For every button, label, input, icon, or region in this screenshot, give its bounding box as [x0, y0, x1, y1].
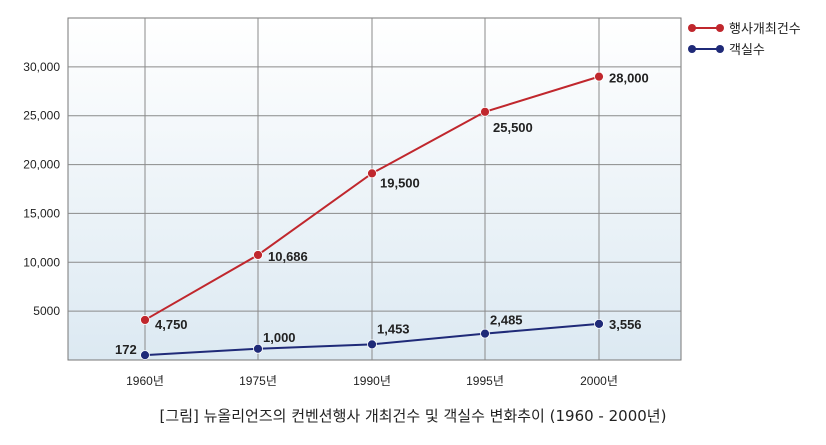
y-tick-label: 10,000 — [23, 255, 60, 269]
data-point — [480, 328, 490, 339]
data-label: 2,485 — [490, 313, 523, 328]
legend-marker — [688, 45, 696, 53]
data-label: 10,686 — [268, 249, 308, 264]
data-point — [594, 71, 604, 82]
data-label: 4,750 — [155, 317, 188, 332]
y-axis-ticks: 5000 10,000 15,000 20,000 25,000 30,000 — [23, 60, 60, 318]
data-point — [367, 168, 377, 179]
legend-marker — [688, 24, 696, 32]
y-tick-label: 15,000 — [23, 206, 60, 220]
x-tick-label: 1990년 — [353, 374, 391, 388]
data-label: 1,000 — [263, 330, 296, 345]
y-tick-label: 5000 — [33, 304, 60, 318]
series-group: 4,750 10,686 19,500 25,500 28,000 172 1,000 1,4… — [115, 71, 649, 361]
data-point — [367, 339, 377, 350]
data-label: 172 — [115, 342, 137, 357]
data-point — [253, 250, 263, 260]
x-tick-label: 1975년 — [239, 374, 277, 388]
legend-label: 행사개최건수 — [729, 21, 801, 37]
y-tick-label: 25,000 — [23, 109, 60, 123]
data-point — [253, 343, 263, 354]
data-label: 3,556 — [609, 317, 642, 332]
data-point — [594, 318, 604, 329]
legend-label: 객실수 — [729, 43, 765, 58]
x-axis-ticks: 1960년 1975년 1990년 1995년 2000년 — [126, 374, 618, 388]
y-tick-label: 20,000 — [23, 158, 60, 172]
data-point — [480, 106, 490, 117]
x-tick-label: 2000년 — [580, 374, 618, 388]
line-chart: 5000 10,000 15,000 20,000 25,000 30,000 1960년… — [23, 17, 801, 388]
data-point — [140, 350, 150, 361]
y-tick-label: 30,000 — [23, 60, 60, 74]
data-point — [140, 315, 150, 325]
data-label: 28,000 — [609, 71, 649, 86]
legend-marker — [716, 45, 724, 53]
figure-caption: [그림] 뉴올리언즈의 컨벤션행사 개최건수 및 객실수 변화추이 (1960 … — [159, 407, 667, 425]
x-tick-label: 1960년 — [126, 374, 164, 388]
x-tick-label: 1995년 — [466, 374, 504, 388]
legend-marker — [716, 24, 724, 32]
plot-area — [67, 17, 682, 361]
data-label: 1,453 — [377, 321, 410, 336]
data-label: 19,500 — [380, 175, 420, 190]
data-label: 25,500 — [493, 120, 533, 135]
